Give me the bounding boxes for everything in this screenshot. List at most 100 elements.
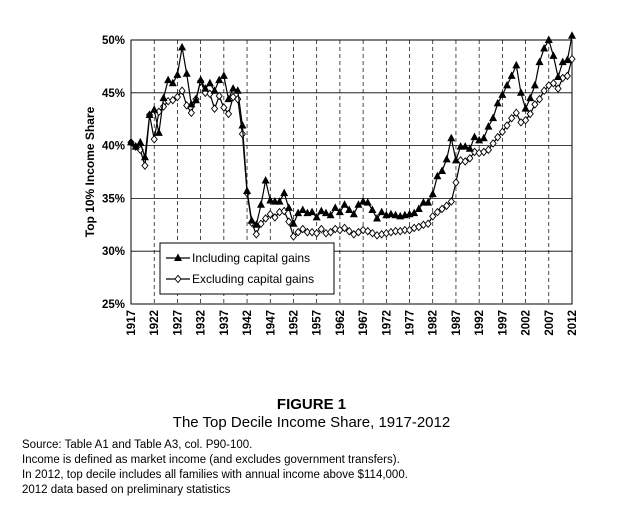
data-point	[377, 207, 386, 216]
data-point	[424, 219, 432, 229]
data-point	[461, 142, 470, 150]
data-point	[484, 145, 493, 155]
data-point	[308, 227, 316, 237]
data-point	[428, 189, 437, 198]
data-point	[391, 210, 400, 219]
data-point	[516, 88, 525, 96]
data-point	[544, 35, 553, 43]
data-point	[466, 153, 474, 163]
data-point	[294, 208, 303, 217]
data-point	[298, 205, 307, 214]
legend-label: Excluding capital gains	[192, 272, 314, 286]
figure-notes: Source: Table A1 and Table A3, col. P90-…	[22, 438, 408, 498]
data-point	[470, 132, 479, 141]
data-point	[169, 95, 177, 105]
data-point	[530, 80, 539, 89]
data-point	[308, 207, 317, 216]
y-tick-label: 35%	[102, 193, 125, 205]
data-point	[289, 219, 298, 227]
data-point	[303, 227, 311, 237]
y-tick-label: 45%	[102, 88, 125, 100]
data-point	[317, 224, 325, 234]
data-point	[508, 113, 516, 123]
data-point	[234, 94, 242, 104]
data-point	[150, 134, 158, 144]
data-point	[215, 91, 223, 101]
data-point	[526, 109, 534, 119]
data-point	[201, 84, 210, 92]
data-point	[182, 69, 191, 77]
data-point	[503, 121, 511, 130]
data-point	[479, 133, 488, 142]
x-tick-label: 1957	[312, 310, 324, 336]
data-point	[447, 197, 455, 206]
data-point	[243, 186, 252, 195]
data-point	[540, 43, 549, 52]
data-point	[238, 121, 247, 129]
data-point	[438, 166, 447, 174]
x-tick-label: 1932	[196, 310, 208, 336]
x-tick-label: 2007	[544, 310, 556, 336]
data-point	[219, 71, 228, 79]
data-point	[210, 104, 219, 113]
y-axis-label: Top 10% Income Share	[83, 106, 97, 237]
data-point	[554, 72, 563, 80]
data-point	[526, 93, 535, 102]
legend-label: Including capital gains	[192, 251, 310, 265]
data-point	[433, 171, 442, 180]
data-point	[127, 137, 135, 146]
series-line	[130, 35, 573, 226]
x-tick-label: 2012	[567, 310, 579, 336]
data-point	[484, 122, 493, 130]
data-point	[461, 157, 469, 166]
data-point	[154, 128, 163, 136]
data-point	[503, 80, 512, 89]
x-tick-label: 1987	[451, 310, 463, 336]
data-point	[275, 197, 284, 205]
data-point	[224, 94, 233, 103]
data-point	[549, 78, 558, 88]
data-point	[424, 198, 433, 206]
data-point	[183, 101, 191, 110]
data-point	[229, 92, 237, 102]
data-point	[312, 212, 321, 221]
x-tick-label: 1937	[219, 310, 231, 336]
x-tick-label: 1952	[288, 310, 300, 336]
data-series	[127, 31, 576, 241]
data-point	[563, 71, 571, 81]
data-point	[321, 208, 330, 217]
y-axis-ticks: 25% 30% 35% 40% 45% 50%	[102, 35, 125, 311]
x-tick-label: 1992	[474, 310, 486, 336]
data-point	[452, 178, 460, 187]
figure-title: The Top Decile Income Share, 1917-2012	[172, 414, 451, 431]
data-point	[363, 198, 372, 206]
data-point	[317, 206, 326, 215]
data-point	[489, 139, 497, 148]
data-point	[335, 207, 344, 216]
data-point	[535, 57, 544, 66]
data-point	[247, 216, 256, 224]
data-point	[261, 175, 270, 184]
data-point	[433, 207, 441, 217]
data-point	[215, 75, 224, 84]
legend: Including capital gains Excluding capital…	[159, 242, 335, 295]
data-point	[568, 54, 576, 64]
data-point	[535, 94, 544, 104]
x-tick-label: 1942	[242, 310, 254, 336]
plot-area	[130, 39, 573, 305]
x-tick-label: 1922	[149, 310, 161, 336]
data-point	[521, 104, 530, 112]
data-point	[494, 132, 502, 142]
data-point	[447, 133, 456, 142]
data-point	[280, 188, 289, 197]
y-tick-label: 30%	[102, 246, 125, 258]
data-point	[386, 209, 395, 218]
data-point	[262, 214, 270, 223]
data-point	[173, 92, 182, 102]
data-point	[568, 31, 576, 39]
data-point	[252, 230, 260, 239]
data-point	[373, 213, 382, 222]
data-point	[414, 204, 423, 212]
data-point	[159, 93, 168, 102]
data-point	[168, 78, 177, 87]
